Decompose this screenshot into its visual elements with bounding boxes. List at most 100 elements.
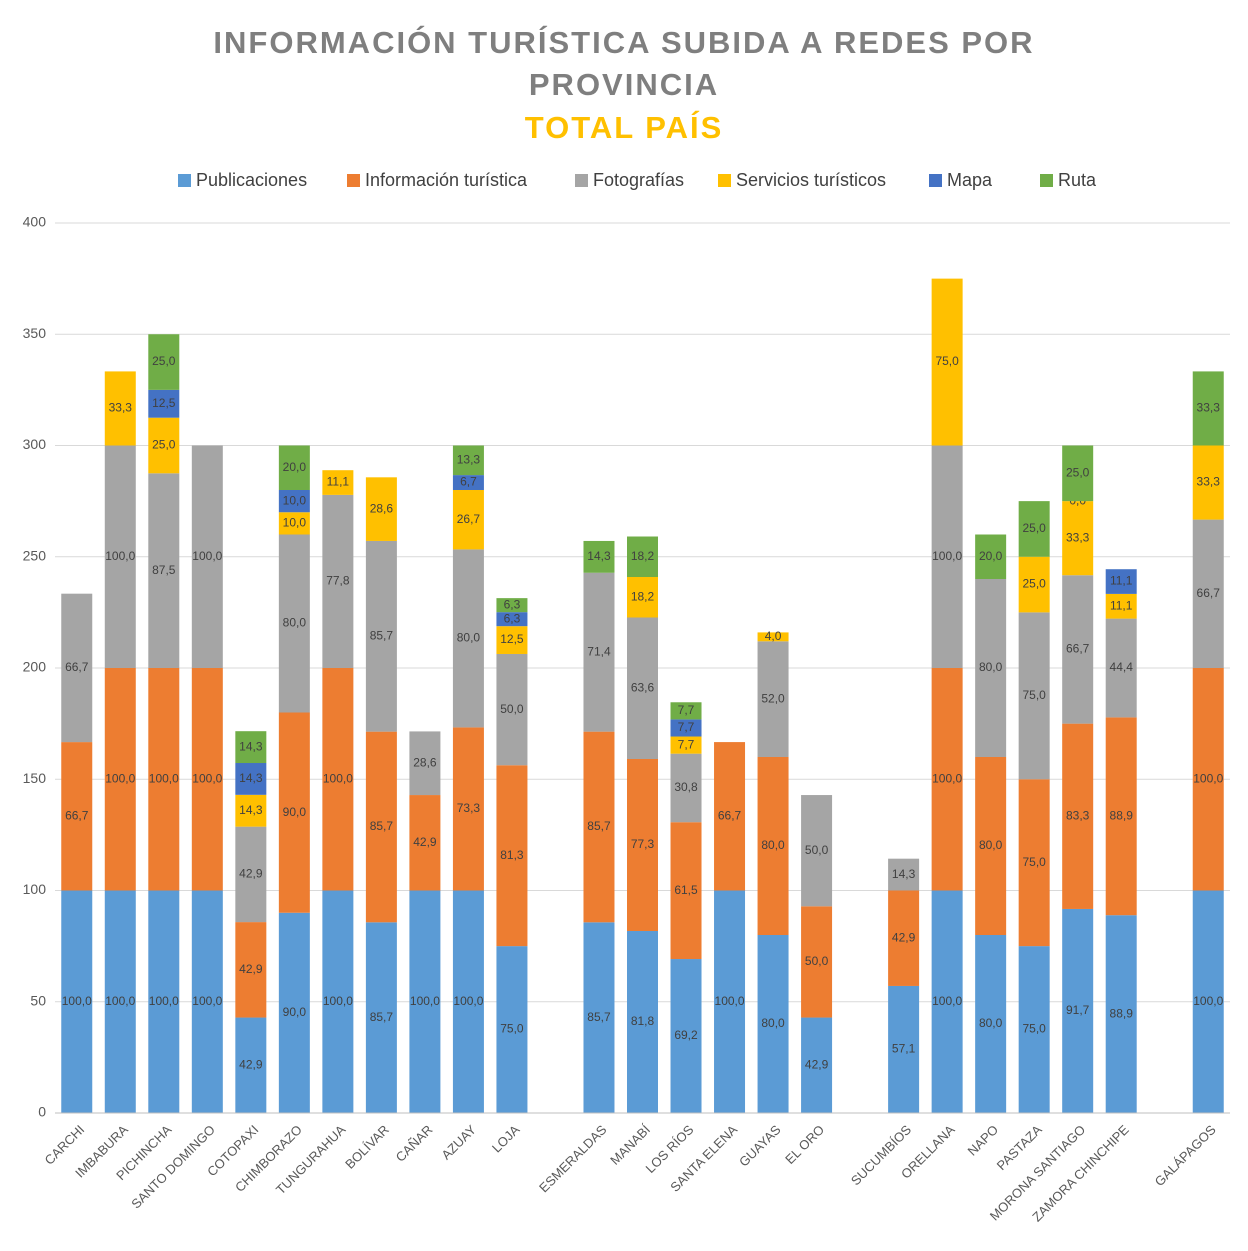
bar-segment — [757, 632, 789, 642]
data-label: 33,3 — [1197, 475, 1221, 489]
bar-segment — [1192, 445, 1224, 520]
data-label: 50,0 — [805, 954, 829, 968]
y-tick-label: 50 — [30, 992, 46, 1008]
data-label: 20,0 — [979, 549, 1003, 563]
bar-segment — [61, 890, 93, 1113]
bar-segment — [1105, 593, 1137, 619]
data-label: 50,0 — [500, 702, 524, 716]
data-label: 7,7 — [678, 703, 695, 717]
data-label: 26,7 — [457, 512, 481, 526]
legend-label: Servicios turísticos — [736, 170, 886, 190]
data-label: 25,0 — [152, 438, 176, 452]
data-label: 100,0 — [715, 994, 745, 1008]
bar-segment — [496, 946, 528, 1113]
data-label: 75,0 — [500, 1022, 524, 1036]
bar-segment — [104, 371, 136, 446]
bar-segment — [409, 890, 441, 1113]
bar-segment — [104, 890, 136, 1113]
data-label: 25,0 — [1022, 577, 1046, 591]
bar-segment — [496, 598, 528, 613]
data-label: 12,5 — [152, 396, 176, 410]
bar-segment — [365, 477, 397, 541]
data-label: 80,0 — [283, 616, 307, 630]
data-label: 80,0 — [979, 1016, 1003, 1030]
bar-segment — [452, 490, 484, 550]
legend-swatch — [347, 174, 360, 187]
bar-segment — [452, 475, 484, 490]
data-label: 18,2 — [631, 589, 655, 603]
bar-segment — [235, 1017, 267, 1113]
data-label: 81,8 — [631, 1014, 655, 1028]
bar-segment — [1062, 908, 1094, 1113]
data-label: 80,0 — [979, 660, 1003, 674]
bar-segment — [627, 930, 658, 1113]
bar-segment — [496, 765, 528, 947]
bar-segment — [148, 334, 180, 390]
legend-label: Ruta — [1058, 170, 1097, 190]
data-label: 33,3 — [1197, 401, 1221, 415]
bar-segment — [1105, 915, 1137, 1113]
chart-subtitle: TOTAL PAÍS — [524, 110, 724, 145]
bar-segment — [148, 417, 180, 474]
x-tick-label: AZUAY — [438, 1122, 479, 1163]
data-label: 85,7 — [370, 1010, 394, 1024]
data-label: 42,9 — [805, 1057, 829, 1071]
data-label: 100,0 — [105, 771, 135, 785]
bar-segment — [1018, 501, 1050, 557]
bar-segment — [714, 742, 746, 891]
bar-segment — [278, 512, 310, 535]
bar-segment — [496, 612, 528, 627]
bar-segment — [235, 731, 267, 764]
data-label: 100,0 — [932, 771, 962, 785]
bar-segment — [670, 753, 702, 823]
bar-segment — [670, 702, 702, 720]
bar-segment — [627, 617, 658, 760]
data-label: 6,7 — [460, 475, 477, 489]
data-label: 42,9 — [413, 835, 437, 849]
bar-segment — [1018, 556, 1050, 613]
data-label: 83,3 — [1066, 808, 1090, 822]
bar-segment — [322, 890, 354, 1113]
bar-segment — [757, 757, 789, 935]
bar-segment — [1062, 445, 1094, 502]
data-label: 75,0 — [1022, 855, 1046, 869]
data-label: 33,3 — [1066, 530, 1090, 544]
data-label: 80,0 — [979, 838, 1003, 852]
bar-segment — [627, 576, 658, 618]
bar-segment — [278, 912, 310, 1113]
data-label: 11,1 — [1110, 598, 1133, 612]
bar-segment — [1018, 946, 1050, 1113]
data-label: 100,0 — [1193, 771, 1223, 785]
data-label: 100,0 — [1193, 994, 1223, 1008]
y-tick-label: 200 — [23, 659, 47, 675]
bar-segment — [975, 757, 1007, 935]
bar-segment — [278, 712, 310, 913]
bar-segment — [191, 668, 223, 891]
bar-segment — [452, 445, 484, 476]
bar-segment — [757, 641, 789, 757]
data-label: 44,4 — [1110, 660, 1134, 674]
data-label: 100,0 — [453, 994, 483, 1008]
data-label: 66,7 — [65, 660, 89, 674]
data-label: 14,3 — [239, 803, 263, 817]
bar-segment — [365, 922, 397, 1113]
bar-segment — [1192, 371, 1224, 446]
data-label: 14,3 — [239, 771, 263, 785]
x-tick-label: NAPO — [965, 1122, 1002, 1159]
bar-segment — [61, 593, 93, 743]
data-label: 85,7 — [370, 819, 394, 833]
data-label: 33,3 — [109, 401, 133, 415]
bar-segment — [801, 795, 833, 907]
data-label: 100,0 — [149, 994, 179, 1008]
data-label: 77,3 — [631, 837, 655, 851]
x-tick-label: GALÁPAGOS — [1152, 1122, 1219, 1189]
data-label: 87,5 — [152, 563, 176, 577]
bar-segment — [670, 959, 702, 1113]
bar-segment — [583, 731, 615, 923]
data-label: 80,0 — [457, 631, 481, 645]
data-label: 100,0 — [192, 771, 222, 785]
bar-segment — [322, 470, 354, 495]
bar-segment — [627, 759, 658, 931]
bar-segment — [235, 922, 267, 1018]
